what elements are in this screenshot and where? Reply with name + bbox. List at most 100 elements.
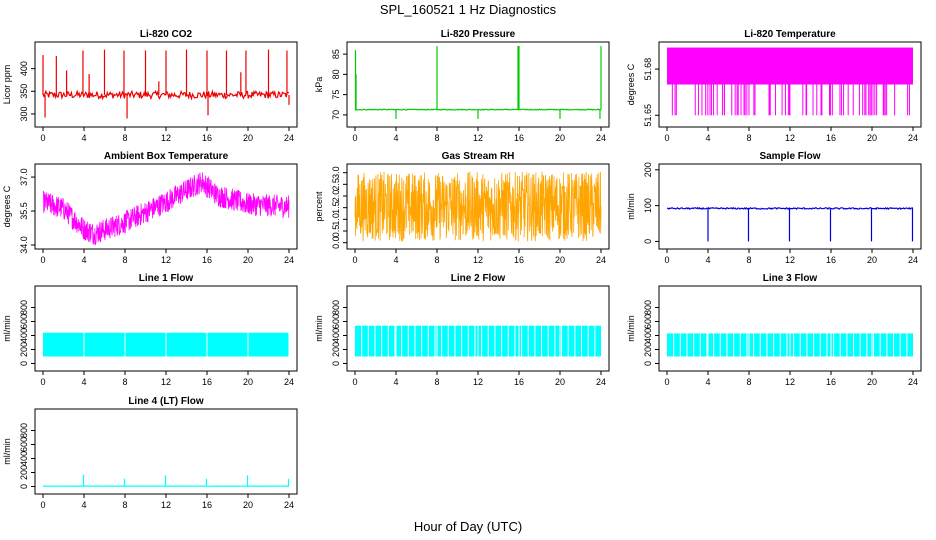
x-tick-label: 12 [161,255,171,265]
x-tick-label: 24 [596,255,606,265]
x-tick-label: 4 [81,377,86,387]
x-tick-label: 24 [284,377,294,387]
figure-xlabel: Hour of Day (UTC) [414,519,522,534]
panel-frame [658,285,922,372]
y-tick-label: 0 [19,484,29,489]
y-tick-label: 51.65 [643,104,653,127]
y-tick-label: 200 [643,162,653,177]
y-tick-label: 0 [643,239,653,244]
y-tick-label: 800 [643,300,653,315]
panel-ylabel: Licor ppm [2,65,12,105]
y-tick-label: 400 [19,451,29,466]
panel-ylabel: ml/min [626,315,636,342]
x-tick-label: 16 [202,377,212,387]
y-tick-label: 200 [19,342,29,357]
x-tick-label: 20 [555,377,565,387]
x-tick-label: 12 [785,255,795,265]
x-tick-label: 12 [473,255,483,265]
y-tick-label: 35.5 [19,202,29,220]
panel-3: Ambient Box Temperature degrees C 0 4 8 12 16 2… [2,151,298,265]
x-tick-label: 8 [746,255,751,265]
panel-title: Li-820 CO2 [140,29,193,40]
x-tick-label: 0 [352,255,357,265]
x-tick-label: 12 [473,377,483,387]
x-tick-label: 20 [243,377,253,387]
panel-6: Line 1 Flow ml/min 0 4 8 12 16 20 24 0 20040060080… [2,273,298,387]
panel-1: Li-820 Pressure kPa 0 4 8 12 16 20 24 70 75 80 85 [314,29,610,143]
series-noise [42,172,290,246]
panel-ylabel: degrees C [2,185,12,227]
x-tick-label: 16 [826,133,836,143]
panel-ylabel: kPa [314,77,324,93]
y-tick-label: 400 [331,328,341,343]
x-tick-label: 12 [161,500,171,510]
panel-2: Li-820 Temperature degrees C 0 4 8 12 16 20 24 51… [626,29,922,143]
x-tick-label: 16 [826,255,836,265]
x-tick-label: 24 [908,377,918,387]
y-tick-label: 3.0 [331,166,341,179]
y-tick-label: 800 [331,300,341,315]
panel-ylabel: ml/min [2,438,12,465]
x-tick-label: 24 [596,377,606,387]
y-tick-label: 200 [643,342,653,357]
x-tick-label: 4 [81,133,86,143]
y-tick-label: 100 [643,198,653,213]
x-tick-label: 16 [514,133,524,143]
panel-ylabel: percent [314,191,324,222]
y-tick-label: 34.0 [19,236,29,254]
y-tick-label: 600 [331,314,341,329]
panel-frame [34,285,298,372]
y-tick-label: 300 [19,106,29,121]
x-tick-label: 8 [122,377,127,387]
x-tick-label: 0 [40,255,45,265]
y-tick-label: 0 [643,361,653,366]
panel-ylabel: ml/min [2,315,12,342]
panel-ylabel: ml/min [626,193,636,220]
y-tick-label: 0.5 [331,225,341,238]
x-tick-label: 8 [434,133,439,143]
x-tick-label: 24 [284,133,294,143]
x-tick-label: 8 [746,133,751,143]
y-tick-label: 600 [19,314,29,329]
x-tick-label: 20 [243,133,253,143]
panel-7: Line 2 Flow ml/min 0 4 8 12 16 20 24 0 20040060080… [314,273,610,387]
x-tick-label: 8 [122,255,127,265]
figure-title: SPL_160521 1 Hz Diagnostics [380,2,557,17]
x-tick-label: 8 [746,377,751,387]
panel-title: Li-820 Temperature [744,29,836,40]
x-tick-label: 24 [908,133,918,143]
y-tick-label: 85 [331,49,341,59]
panel-title: Ambient Box Temperature [104,151,229,162]
y-tick-label: 0 [331,361,341,366]
y-tick-label: 1.0 [331,213,341,226]
y-tick-label: 2.5 [331,178,341,191]
y-tick-label: 200 [331,342,341,357]
x-tick-label: 12 [473,133,483,143]
y-tick-label: 2.0 [331,190,341,203]
panel-title: Line 3 Flow [763,273,818,284]
x-tick-label: 0 [40,500,45,510]
panel-4: Gas Stream RH percent 0 4 8 12 16 20 24 0.00.51.0… [314,151,610,265]
series-band [667,47,913,85]
x-tick-label: 20 [867,133,877,143]
y-tick-label: 400 [19,61,29,76]
panel-title: Sample Flow [759,151,820,162]
y-tick-label: 70 [331,110,341,120]
x-tick-label: 16 [514,377,524,387]
y-tick-label: 0 [19,361,29,366]
y-tick-label: 75 [331,90,341,100]
x-tick-label: 4 [705,133,710,143]
x-tick-label: 0 [664,255,669,265]
x-tick-label: 0 [40,377,45,387]
x-tick-label: 4 [81,255,86,265]
x-tick-label: 16 [202,500,212,510]
panel-0: Li-820 CO2 Licor ppm 0 4 8 12 16 20 24 300 350 400 [2,29,298,143]
x-tick-label: 8 [434,255,439,265]
x-tick-label: 16 [202,133,212,143]
x-tick-label: 8 [434,377,439,387]
y-tick-label: 51.68 [643,58,653,81]
x-tick-label: 4 [81,500,86,510]
x-tick-label: 4 [393,133,398,143]
x-tick-label: 20 [867,255,877,265]
